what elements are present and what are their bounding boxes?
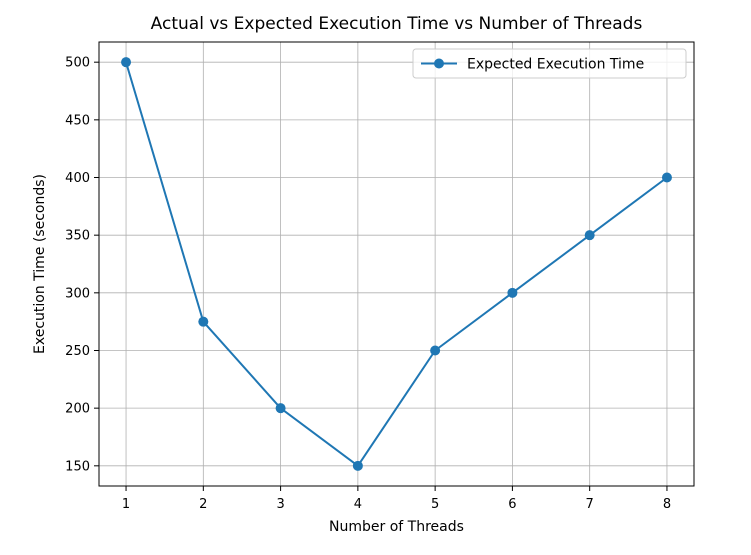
y-tick-label: 450 (65, 113, 90, 128)
chart-title: Actual vs Expected Execution Time vs Num… (151, 14, 643, 34)
data-point (507, 287, 518, 298)
x-tick-label: 4 (354, 497, 362, 512)
plot-frame (98, 41, 695, 487)
x-tick-label: 8 (663, 497, 671, 512)
legend: Expected Execution Time (412, 48, 687, 79)
legend-marker-swatch (434, 58, 444, 69)
data-point (121, 57, 132, 68)
x-tick-label: 2 (199, 497, 207, 512)
y-tick-label: 500 (65, 56, 90, 71)
data-point (584, 230, 595, 241)
legend-label-expected-execution-time: Expected Execution Time (467, 57, 644, 73)
data-point (198, 316, 209, 327)
legend-box (412, 48, 687, 79)
y-tick-label: 200 (65, 402, 90, 417)
data-point (661, 172, 672, 183)
x-tick-label: 3 (276, 497, 284, 512)
data-point (352, 460, 363, 471)
x-tick-label: 6 (508, 497, 516, 512)
grid (99, 42, 694, 486)
y-tick-label: 150 (65, 459, 90, 474)
x-tick-label: 5 (431, 497, 439, 512)
y-tick-label: 400 (65, 171, 90, 186)
x-tick-label: 1 (122, 497, 130, 512)
y-tick-label: 250 (65, 344, 90, 359)
y-axis-label: Execution Time (seconds) (32, 174, 48, 354)
data-point (430, 345, 441, 356)
x-tick-label: 7 (586, 497, 594, 512)
data-point (275, 403, 286, 414)
series-line (125, 61, 668, 467)
x-axis-label: Number of Threads (329, 519, 464, 535)
series-layer (121, 57, 672, 471)
axis-ticks: 1 2 3 4 5 6 7 8 150 200 250 300 350 400 450 500 (65, 56, 671, 512)
y-tick-label: 300 (65, 286, 90, 301)
y-tick-label: 350 (65, 229, 90, 244)
